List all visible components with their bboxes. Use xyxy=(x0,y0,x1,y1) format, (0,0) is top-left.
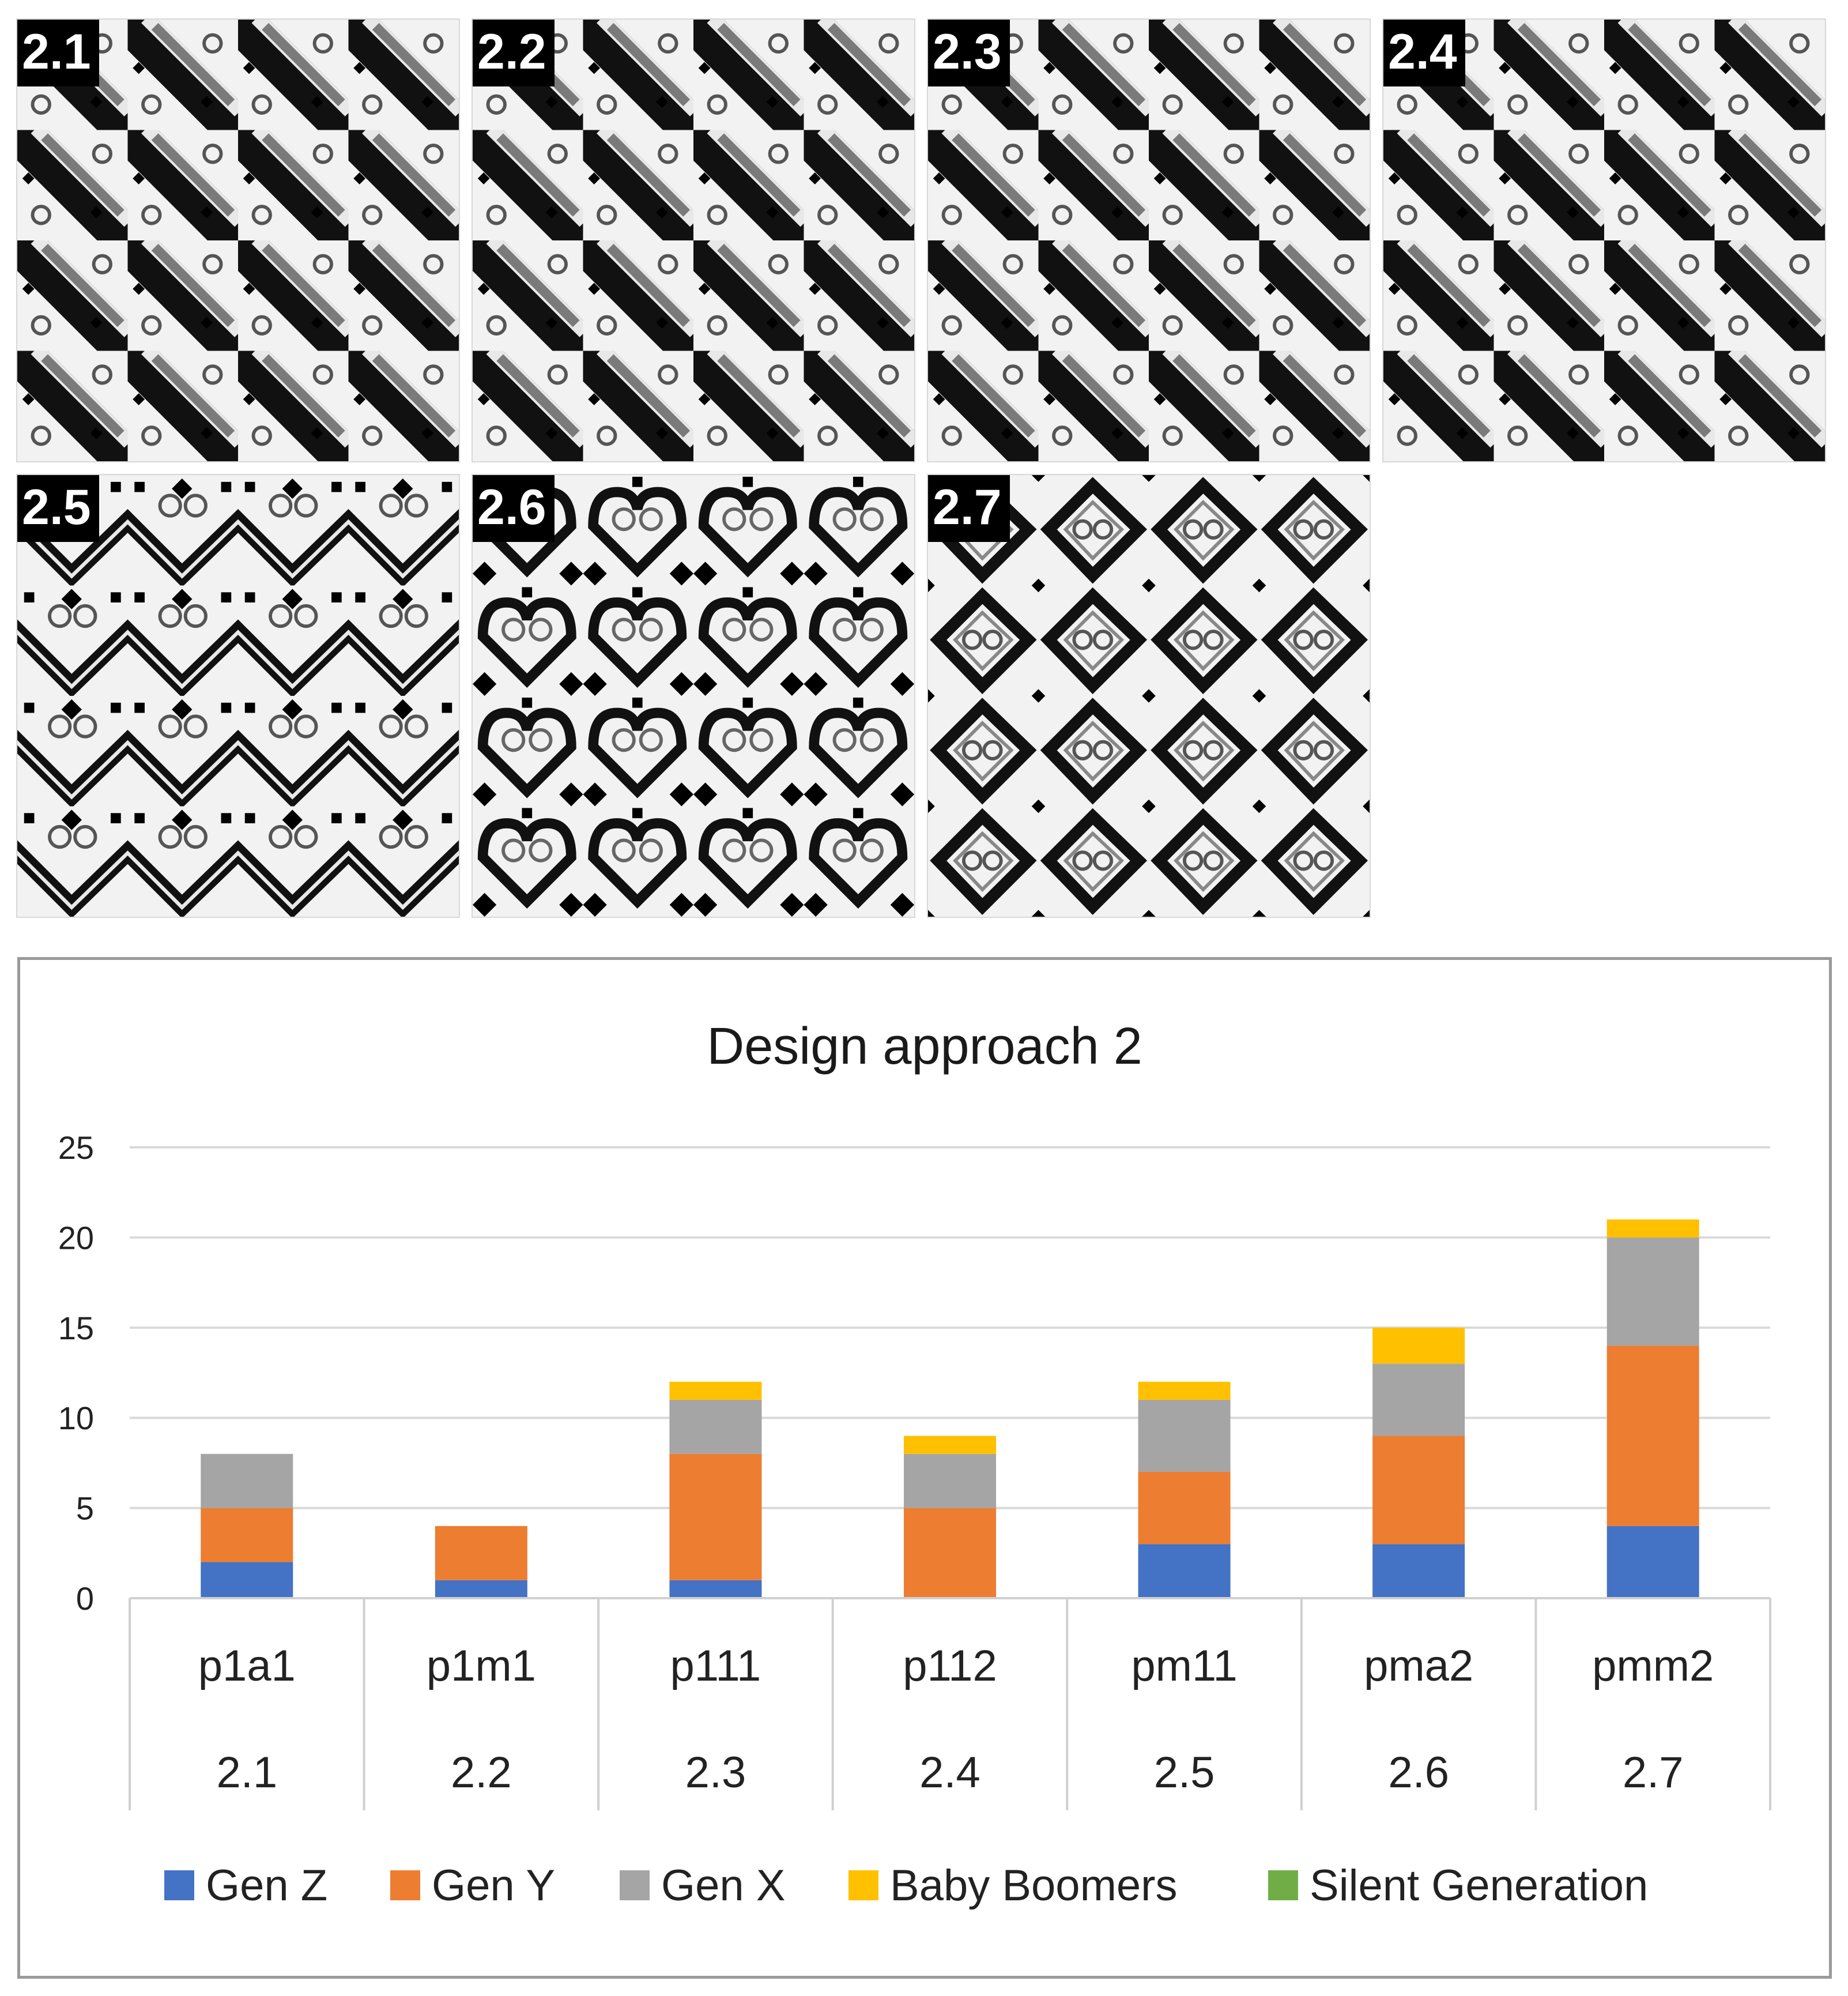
bar-segment xyxy=(1138,1399,1231,1472)
stacked-bar-chart: Design approach 2 0 5 10 15 20 25 p1a1 2.1 p1m1 2… xyxy=(58,1018,1771,1910)
tile-label: 2.7 xyxy=(928,475,1010,542)
pattern-tile: 2.2 xyxy=(472,18,915,462)
x-subcategory-label: 2.6 xyxy=(1388,1748,1449,1797)
legend-label: Silent Generation xyxy=(1310,1861,1648,1910)
pattern-image xyxy=(17,20,459,461)
pattern-image xyxy=(1383,20,1825,461)
bar-segment xyxy=(669,1381,762,1400)
bar-segment xyxy=(669,1399,762,1454)
legend-swatch xyxy=(164,1870,194,1900)
tile-label: 2.4 xyxy=(1383,20,1465,86)
bar-segment xyxy=(669,1580,762,1598)
legend-label: Gen Y xyxy=(432,1861,555,1910)
legend-item: Gen X xyxy=(620,1861,785,1910)
bar-segment xyxy=(669,1453,762,1580)
bar-segment xyxy=(1606,1219,1699,1238)
y-tick-label: 20 xyxy=(58,1219,94,1256)
bar-segment xyxy=(1606,1237,1699,1346)
chart-title: Design approach 2 xyxy=(707,1018,1142,1075)
y-tick-label: 15 xyxy=(58,1310,94,1346)
bar-segment xyxy=(1372,1327,1465,1364)
pattern-tile: 2.1 xyxy=(16,18,460,462)
x-subcategory-label: 2.7 xyxy=(1623,1748,1684,1797)
bars xyxy=(201,1219,1699,1598)
bar-segment xyxy=(1372,1436,1465,1545)
legend-item: Baby Boomers xyxy=(848,1861,1177,1910)
bar-segment xyxy=(904,1436,996,1454)
legend-label: Gen Z xyxy=(206,1861,327,1910)
pattern-image xyxy=(17,475,459,917)
bar-segment xyxy=(1138,1544,1231,1598)
pattern-tile: 2.6 xyxy=(472,474,915,918)
x-category-label: pmm2 xyxy=(1592,1641,1714,1690)
tile-label: 2.3 xyxy=(928,20,1010,86)
x-category-label: pm11 xyxy=(1131,1641,1237,1690)
legend-item: Gen Z xyxy=(164,1861,327,1910)
pattern-tile: 2.4 xyxy=(1382,18,1826,462)
legend-label: Gen X xyxy=(661,1861,785,1910)
bar-segment xyxy=(904,1508,996,1598)
legend-swatch xyxy=(620,1870,650,1900)
x-subcategory-label: 2.4 xyxy=(919,1748,980,1797)
legend-item: Gen Y xyxy=(390,1861,555,1910)
pattern-image xyxy=(928,475,1370,917)
legend-swatch xyxy=(390,1870,420,1900)
x-category-label: p112 xyxy=(903,1641,997,1690)
bar-segment xyxy=(1372,1544,1465,1598)
bar-segment xyxy=(201,1453,293,1508)
chart-panel: Design approach 2 0 5 10 15 20 25 p1a1 2.1 p1m1 2… xyxy=(17,957,1832,1979)
pattern-image xyxy=(473,20,914,461)
tile-label: 2.5 xyxy=(17,475,99,542)
pattern-tile: 2.7 xyxy=(927,474,1371,918)
bar-segment xyxy=(1372,1364,1465,1436)
pattern-image xyxy=(473,475,914,917)
bar-segment xyxy=(435,1580,527,1598)
bar-segment xyxy=(1138,1472,1231,1545)
pattern-tile: 2.5 xyxy=(16,474,460,918)
bar-segment xyxy=(1138,1381,1231,1400)
bar-segment xyxy=(1606,1526,1699,1598)
legend-label: Baby Boomers xyxy=(890,1861,1177,1910)
y-tick-label: 25 xyxy=(58,1129,94,1166)
x-subcategory-label: 2.2 xyxy=(451,1748,512,1797)
bar-segment xyxy=(904,1453,996,1508)
x-subcategory-label: 2.1 xyxy=(216,1748,277,1797)
tile-label: 2.1 xyxy=(17,20,99,86)
legend-swatch xyxy=(1268,1870,1298,1900)
tile-label: 2.6 xyxy=(473,475,555,542)
y-tick-label: 10 xyxy=(58,1400,94,1436)
x-category-label: p1m1 xyxy=(427,1641,536,1690)
x-category-label: p111 xyxy=(670,1641,761,1690)
x-subcategory-label: 2.5 xyxy=(1154,1748,1215,1797)
x-subcategory-label: 2.3 xyxy=(685,1748,746,1797)
bar-segment xyxy=(435,1526,527,1580)
bar-segment xyxy=(1606,1346,1699,1526)
bar-segment xyxy=(201,1508,293,1562)
pattern-image xyxy=(928,20,1370,461)
bar-segment xyxy=(201,1562,293,1598)
y-tick-label: 0 xyxy=(76,1580,94,1617)
y-tick-label: 5 xyxy=(76,1490,94,1527)
x-category-label: pma2 xyxy=(1364,1641,1473,1690)
legend: Gen Z Gen Y Gen X Baby Boomers Silent Genera… xyxy=(164,1861,1648,1910)
x-category-label: p1a1 xyxy=(198,1641,296,1690)
tile-label: 2.2 xyxy=(473,20,555,86)
legend-swatch xyxy=(848,1870,878,1900)
pattern-tile: 2.3 xyxy=(927,18,1371,462)
legend-item: Silent Generation xyxy=(1268,1861,1648,1910)
axes: 0 5 10 15 20 25 p1a1 2.1 p1m1 2.2 p111 2.3 p112 2.4 pm… xyxy=(58,1129,1771,1810)
